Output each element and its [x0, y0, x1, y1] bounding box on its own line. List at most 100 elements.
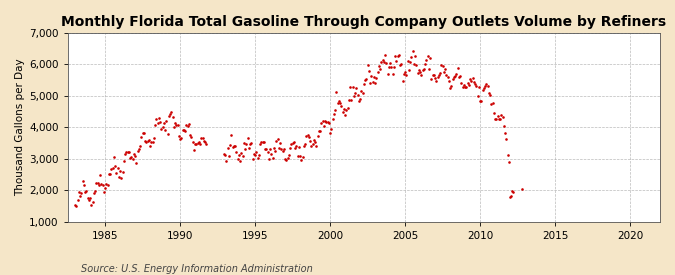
- Point: [401, 73, 412, 77]
- Point: [222, 146, 233, 151]
- Point: [180, 128, 190, 133]
- Point: [507, 190, 518, 194]
- Point: [497, 114, 508, 119]
- Point: [437, 64, 448, 68]
- Point: [241, 142, 252, 146]
- Point: [122, 149, 133, 154]
- Point: [266, 152, 277, 156]
- Point: [136, 134, 147, 139]
- Point: [398, 72, 409, 76]
- Point: [357, 90, 368, 95]
- Point: [481, 82, 491, 86]
- Point: [148, 136, 159, 140]
- Point: [197, 135, 208, 140]
- Point: [85, 196, 96, 200]
- Point: [112, 165, 123, 170]
- Point: [443, 78, 454, 83]
- Point: [248, 152, 259, 156]
- Point: [495, 117, 506, 121]
- Point: [406, 55, 416, 59]
- Point: [86, 203, 97, 207]
- Point: [134, 147, 144, 151]
- Point: [487, 101, 498, 105]
- Point: [455, 74, 466, 78]
- Point: [352, 93, 363, 97]
- Point: [385, 61, 396, 65]
- Point: [500, 131, 510, 136]
- Point: [464, 77, 475, 82]
- Point: [130, 154, 140, 159]
- Point: [279, 147, 290, 151]
- Point: [329, 108, 340, 112]
- Point: [178, 128, 188, 132]
- Point: [72, 197, 83, 202]
- Point: [345, 84, 356, 89]
- Point: [121, 150, 132, 155]
- Point: [316, 121, 327, 125]
- Point: [405, 60, 416, 64]
- Point: [103, 183, 113, 187]
- Point: [270, 148, 281, 153]
- Point: [273, 146, 284, 150]
- Point: [191, 142, 202, 146]
- Point: [150, 123, 161, 128]
- Point: [413, 68, 424, 72]
- Point: [94, 183, 105, 187]
- Point: [105, 171, 115, 176]
- Point: [161, 119, 172, 123]
- Point: [400, 70, 410, 74]
- Point: [131, 161, 142, 165]
- Point: [285, 146, 296, 150]
- Point: [252, 156, 263, 160]
- Point: [157, 125, 168, 129]
- Point: [263, 157, 274, 161]
- Point: [451, 71, 462, 76]
- Point: [99, 190, 109, 194]
- Point: [307, 142, 318, 146]
- Point: [142, 139, 153, 144]
- Point: [257, 139, 268, 144]
- Point: [464, 83, 475, 87]
- Point: [82, 196, 93, 200]
- Point: [340, 112, 350, 117]
- Point: [420, 62, 431, 67]
- Point: [370, 81, 381, 86]
- Point: [321, 120, 331, 124]
- Point: [107, 166, 118, 170]
- Point: [416, 73, 427, 78]
- Point: [282, 156, 293, 160]
- Point: [404, 67, 414, 72]
- Point: [417, 68, 428, 73]
- Point: [194, 139, 205, 144]
- Point: [279, 157, 290, 161]
- Point: [468, 79, 479, 84]
- Point: [436, 63, 447, 67]
- Point: [234, 153, 244, 157]
- Point: [259, 140, 269, 144]
- Point: [442, 75, 453, 79]
- Point: [381, 61, 392, 66]
- Point: [471, 84, 482, 88]
- Point: [506, 193, 516, 198]
- Point: [176, 136, 187, 140]
- Point: [433, 73, 444, 78]
- Point: [354, 97, 365, 101]
- Point: [254, 142, 265, 146]
- Point: [447, 77, 458, 81]
- Point: [389, 54, 400, 58]
- Point: [315, 129, 325, 133]
- Point: [295, 154, 306, 158]
- Point: [91, 180, 102, 185]
- Point: [229, 144, 240, 148]
- Point: [450, 74, 460, 78]
- Point: [246, 141, 256, 146]
- Point: [70, 202, 80, 207]
- Point: [326, 127, 337, 131]
- Point: [441, 73, 452, 77]
- Point: [128, 152, 139, 156]
- Point: [275, 141, 286, 145]
- Point: [376, 60, 387, 64]
- Point: [395, 62, 406, 67]
- Point: [380, 52, 391, 57]
- Point: [356, 89, 367, 93]
